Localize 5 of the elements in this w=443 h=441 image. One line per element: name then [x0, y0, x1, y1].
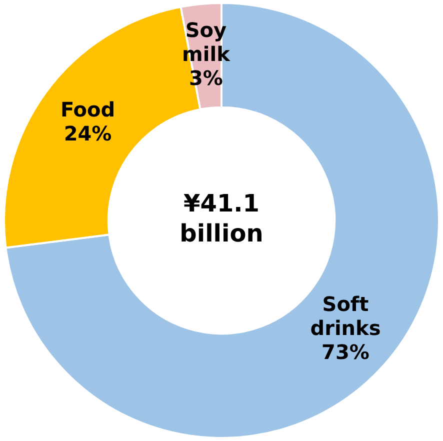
data-label: 24%: [64, 122, 112, 146]
text: ¥41.1 billion: [180, 190, 264, 248]
data-label: 73%: [322, 340, 370, 364]
slice-label: Food: [60, 98, 116, 122]
slice-label: Soft drinks: [310, 292, 381, 340]
